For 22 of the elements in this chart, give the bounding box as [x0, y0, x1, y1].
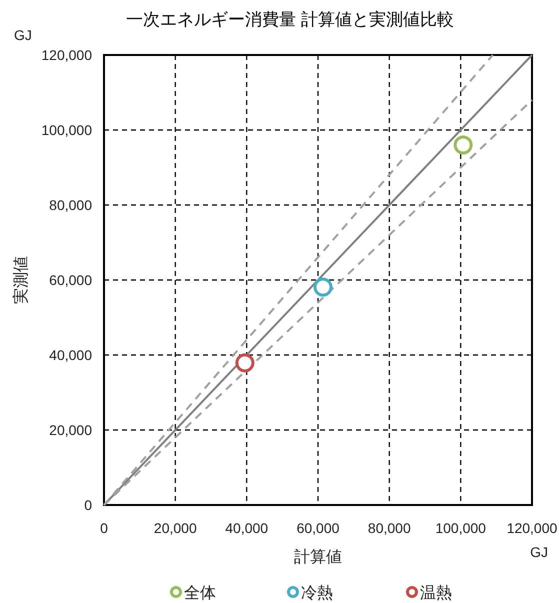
x-tick-label: 40,000 — [225, 520, 268, 536]
y-tick-label: 100,000 — [41, 122, 92, 138]
legend-label: 冷熱 — [301, 584, 333, 602]
y-tick-label: 0 — [84, 497, 92, 513]
chart-title: 一次エネルギー消費量 計算値と実測値比較 — [126, 10, 454, 29]
y-axis-title: 実測値 — [12, 256, 30, 304]
x-axis-title: 計算値 — [294, 548, 342, 566]
x-tick-label: 100,000 — [435, 520, 486, 536]
y-tick-label: 20,000 — [49, 422, 92, 438]
y-tick-label: 80,000 — [49, 197, 92, 213]
x-tick-label: 80,000 — [368, 520, 411, 536]
x-tick-label: 20,000 — [154, 520, 197, 536]
x-tick-label: 120,000 — [506, 520, 558, 536]
y-tick-label: 60,000 — [49, 272, 92, 288]
y-tick-label: 120,000 — [41, 47, 92, 63]
x-tick-label: 60,000 — [296, 520, 340, 536]
text: GJ — [14, 27, 32, 43]
y-tick-label: 40,000 — [49, 347, 92, 363]
text: GJ — [530, 544, 548, 560]
legend-label: 温熱 — [420, 584, 452, 602]
legend-label: 全体 — [184, 585, 216, 602]
x-tick-label: 0 — [100, 520, 108, 536]
